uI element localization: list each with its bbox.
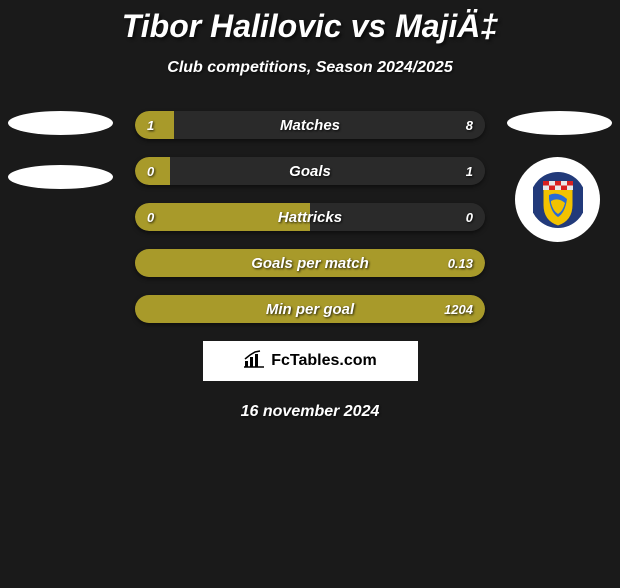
bar-right-fill (135, 295, 485, 323)
right-player-badges (507, 111, 612, 242)
stat-left-value: 1 (147, 111, 154, 139)
stat-row: 0.13Goals per match (135, 249, 485, 277)
stat-left-value: 0 (147, 157, 154, 185)
club-logo-sibenik (515, 157, 600, 242)
stat-row: 1204Min per goal (135, 295, 485, 323)
stat-right-value: 8 (466, 111, 473, 139)
stat-right-value: 0.13 (448, 249, 473, 277)
bar-right-fill (135, 249, 485, 277)
brand-box: FcTables.com (203, 341, 418, 381)
subtitle: Club competitions, Season 2024/2025 (0, 59, 620, 77)
stat-right-value: 1204 (444, 295, 473, 323)
left-badge-1 (8, 111, 113, 135)
bar-right-fill (174, 111, 486, 139)
stat-bars: 18Matches01Goals00Hattricks0.13Goals per… (135, 111, 485, 323)
shield-icon (533, 171, 583, 229)
comparison-content: 18Matches01Goals00Hattricks0.13Goals per… (0, 111, 620, 421)
left-player-badges (8, 111, 113, 219)
bar-left-fill (135, 111, 174, 139)
stat-row: 01Goals (135, 157, 485, 185)
stat-row: 18Matches (135, 111, 485, 139)
bar-left-fill (135, 203, 310, 231)
brand-text: FcTables.com (271, 352, 377, 370)
stat-right-value: 0 (466, 203, 473, 231)
left-badge-2 (8, 165, 113, 189)
stat-row: 00Hattricks (135, 203, 485, 231)
bar-right-fill (170, 157, 485, 185)
stat-right-value: 1 (466, 157, 473, 185)
right-badge-1 (507, 111, 612, 135)
bar-right-fill (310, 203, 485, 231)
chart-icon (243, 350, 265, 373)
date-line: 16 november 2024 (0, 403, 620, 421)
stat-left-value: 0 (147, 203, 154, 231)
page-title: Tibor Halilovic vs MajiÄ‡ (0, 8, 620, 45)
